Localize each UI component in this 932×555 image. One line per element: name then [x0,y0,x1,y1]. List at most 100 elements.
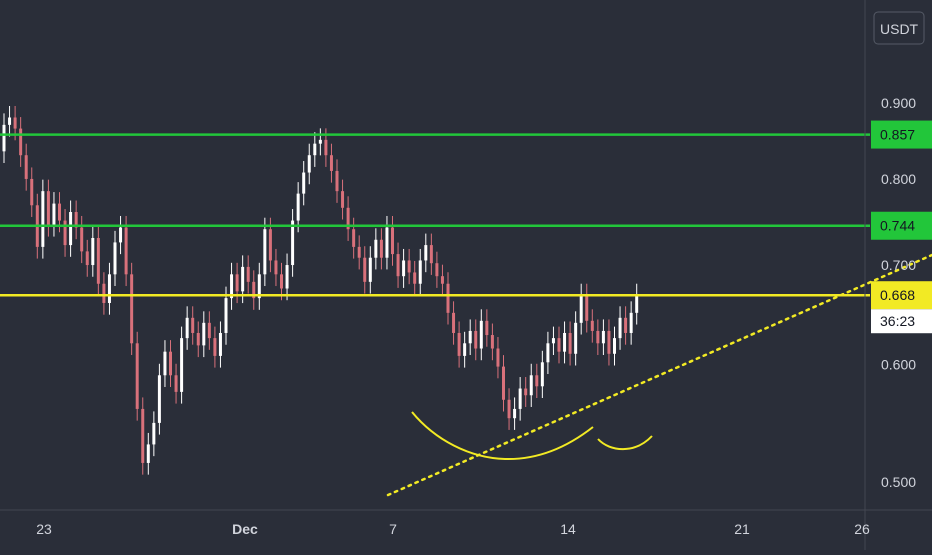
candle-body [463,343,467,356]
candle-body [590,320,594,331]
candle-body [163,351,167,376]
candle-body [102,283,106,303]
time-tick-label: 14 [560,521,576,537]
countdown-text: 36:23 [880,313,915,329]
candle-body [568,332,572,354]
candle-body [19,128,23,156]
candle-body [579,295,583,323]
candle-body [280,274,283,289]
candle-body [13,117,17,129]
candle-body [307,155,311,173]
candle-body [74,212,78,228]
candle-body [335,170,339,192]
time-tick-label: 23 [36,521,52,537]
candle-body [513,408,517,419]
currency-label: USDT [880,21,919,37]
candle-body [2,124,6,152]
candle-body [268,229,272,261]
candle-body [30,178,34,206]
candle-body [535,375,539,387]
candle-body [496,348,500,367]
candle-body [196,332,200,346]
candles-layer [2,105,639,475]
candle-body [551,338,555,344]
candle-body [91,237,95,266]
candle-body [563,332,567,352]
candle-body [352,229,356,247]
candle-body [385,227,389,258]
candle-body [96,237,100,284]
candle-body [429,245,433,264]
level-price-tag [871,281,932,310]
rounded-bottom-arc [411,411,594,461]
candle-body [241,266,245,292]
candle-body [224,298,228,333]
candle-body [180,338,184,392]
candle-body [613,338,616,354]
candle-body [263,229,267,275]
candle-body [291,220,295,266]
candle-body [479,320,483,349]
candle-body [418,260,422,284]
level-price-text: 0.857 [880,127,915,143]
candle-body [191,317,195,333]
candle-body [540,362,544,387]
time-axis[interactable]: 23 Dec 7 14 21 26 [0,509,932,537]
candle-body [69,212,73,246]
candle-body [396,254,400,277]
candle-body [24,155,28,179]
candle-body [113,242,117,275]
candle-body [202,322,206,346]
candle-body [368,257,372,282]
price-tick-label: 0.900 [881,95,916,111]
price-tick-label: 0.700 [881,257,916,273]
candle-body [207,322,211,339]
candle-body [574,322,578,354]
candle-body [346,207,350,230]
candle-body [185,317,189,339]
candle-body [468,330,472,344]
candle-body [363,257,367,282]
candle-body [507,399,511,419]
small-cup-arc [597,435,653,451]
candle-body [296,193,300,221]
candle-body [230,274,234,299]
candle-body [618,317,622,339]
candle-body [629,312,633,333]
candle-body [157,375,161,423]
candle-body [252,281,256,299]
candle-body [518,388,522,409]
candle-body [490,335,494,349]
candle-body [585,295,589,321]
price-labels-layer: 0.857 0.744 0.668 36:23 [871,120,932,334]
candle-body [119,227,123,243]
candle-body [357,246,361,258]
candle-body [218,332,222,356]
candle-body [624,317,628,333]
candle-body [446,283,450,313]
candle-body [46,191,50,225]
candle-body [85,251,89,266]
candle-body [435,263,439,277]
candle-body [524,388,528,396]
candle-body [502,366,505,400]
candle-body [413,272,417,284]
candle-body [135,343,139,409]
candle-body [601,330,605,344]
candle-body [146,444,150,463]
currency-box[interactable] [873,11,925,45]
candle-body [302,172,306,194]
candle-body [457,332,461,356]
candle-body [379,239,383,258]
price-tick-label: 0.800 [881,171,916,187]
candle-body [341,191,345,208]
countdown-tag [871,309,932,334]
candle-body [246,266,250,282]
candle-body [213,338,217,356]
candle-body [80,227,84,252]
candle-body [107,274,111,303]
